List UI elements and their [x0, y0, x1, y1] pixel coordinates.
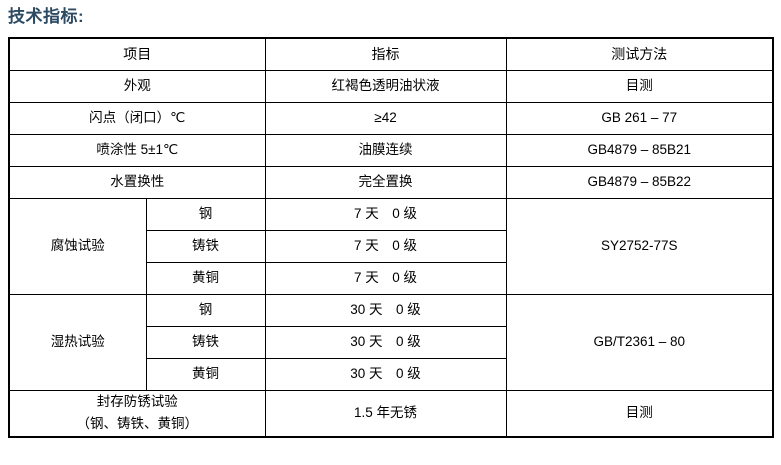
table-row: 水置换性 完全置换 GB4879 – 85B22: [8, 165, 774, 199]
page-title: 技术指标:: [8, 7, 85, 26]
cell-item: 闪点（闭口）℃: [8, 101, 266, 135]
cell-material: 黄铜: [145, 261, 266, 295]
cell-index: 7 天 0 级: [264, 261, 507, 295]
cell-item: 水置换性: [8, 165, 266, 199]
table-row-group-corrosion: 腐蚀试验 钢 7 天 0 级 SY2752-77S: [8, 197, 774, 295]
cell-group-label-corrosion: 腐蚀试验: [8, 197, 147, 295]
cell-item-line1: 封存防锈试验: [96, 393, 178, 409]
cell-group-method-corrosion: SY2752-77S: [505, 197, 774, 295]
cell-index: ≥42: [264, 101, 507, 135]
technical-spec-table: 项目 指标 测试方法 外观 红褐色透明油状液 目测 闪点（闭口）℃ ≥42 GB…: [8, 37, 774, 439]
column-header-item: 项目: [8, 37, 266, 71]
column-header-method: 测试方法: [505, 37, 774, 71]
cell-group-method-humidity: GB/T2361 – 80: [505, 293, 774, 391]
cell-item-line2: （钢、铸铁、黄铜）: [76, 416, 199, 432]
column-header-index: 指标: [264, 37, 507, 71]
cell-material: 钢: [145, 293, 266, 327]
table-row: 外观 红褐色透明油状液 目测: [8, 69, 774, 103]
cell-group-label-humidity: 湿热试验: [8, 293, 147, 391]
cell-material: 钢: [145, 197, 266, 231]
cell-index: 红褐色透明油状液: [264, 69, 507, 103]
cell-material: 黄铜: [145, 357, 266, 391]
table-row-storage-rustproof: 封存防锈试验 （钢、铸铁、黄铜） 1.5 年无锈 目测: [8, 389, 774, 438]
cell-index: 1.5 年无锈: [264, 389, 507, 438]
table-row: 闪点（闭口）℃ ≥42 GB 261 – 77: [8, 101, 774, 135]
cell-index: 30 天 0 级: [264, 357, 507, 391]
cell-item: 外观: [8, 69, 266, 103]
cell-index: 完全置换: [264, 165, 507, 199]
cell-index: 7 天 0 级: [264, 197, 507, 231]
cell-index: 30 天 0 级: [264, 293, 507, 327]
table-row: 铸铁 7 天 0 级: [9, 229, 773, 263]
cell-index: 油膜连续: [264, 133, 507, 167]
cell-item: 喷涂性 5±1℃: [8, 133, 266, 167]
cell-method: GB4879 – 85B21: [505, 133, 774, 167]
cell-material: 铸铁: [145, 229, 266, 263]
cell-material: 铸铁: [145, 325, 266, 359]
cell-method: GB 261 – 77: [505, 101, 774, 135]
table-row-group-humidity: 湿热试验 钢 30 天 0 级 GB/T2361 – 80: [8, 293, 774, 391]
spec-table-container: 项目 指标 测试方法 外观 红褐色透明油状液 目测 闪点（闭口）℃ ≥42 GB…: [8, 37, 774, 439]
cell-index: 7 天 0 级: [264, 229, 507, 263]
table-row: 喷涂性 5±1℃ 油膜连续 GB4879 – 85B21: [8, 133, 774, 167]
cell-index: 30 天 0 级: [264, 325, 507, 359]
cell-method: 目测: [505, 389, 774, 438]
table-row: 黄铜 7 天 0 级: [9, 261, 773, 295]
table-header-row: 项目 指标 测试方法: [8, 37, 774, 71]
cell-method: GB4879 – 85B22: [505, 165, 774, 199]
cell-method: 目测: [505, 69, 774, 103]
table-row: 铸铁 30 天 0 级: [9, 325, 773, 359]
cell-item-storage-rustproof: 封存防锈试验 （钢、铸铁、黄铜）: [8, 389, 266, 438]
table-row: 黄铜 30 天 0 级: [9, 357, 773, 391]
